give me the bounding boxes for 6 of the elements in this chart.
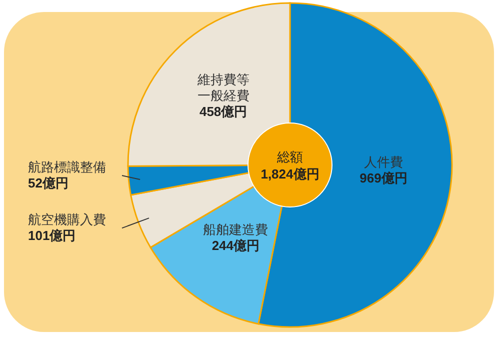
annotation: 1,824億円 [260, 166, 320, 182]
data-label: 101億円 [28, 228, 76, 244]
annotation: 総額 [277, 150, 303, 164]
data-label: 52億円 [28, 176, 68, 191]
slice-label: 航空機購入費 [28, 212, 106, 228]
slice-label: 航路標識整備 [28, 160, 106, 175]
